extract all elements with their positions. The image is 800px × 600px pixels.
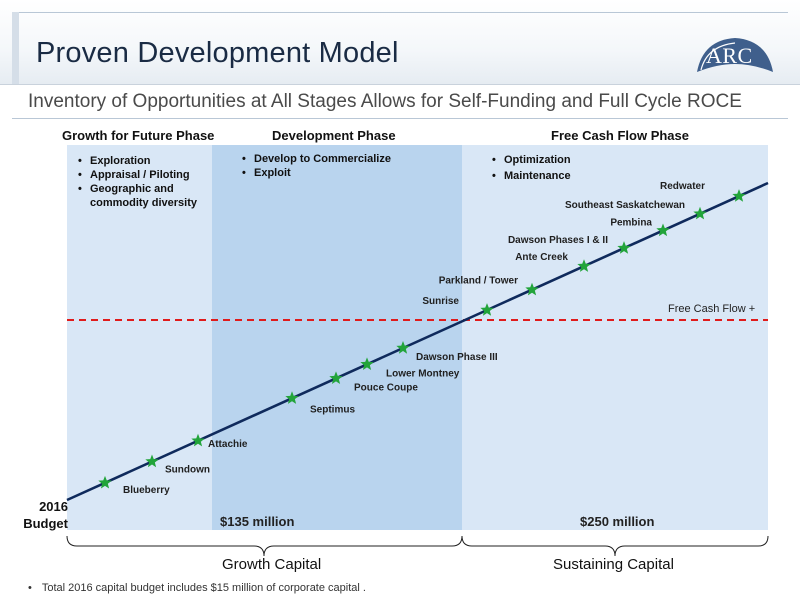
project-labels: Blueberry Sundown Attachie Septimus Pouce Co… bbox=[123, 181, 705, 496]
sustaining-capital-label: Sustaining Capital bbox=[553, 556, 674, 573]
title-banner bbox=[0, 0, 800, 85]
star-icon-sunrise bbox=[480, 303, 494, 316]
project-label-pouce-coupe: Pouce Coupe bbox=[354, 382, 418, 393]
bullet-item: Appraisal / Piloting bbox=[76, 168, 216, 182]
banner-rule bbox=[12, 12, 788, 13]
project-label-dawson-phases-i-ii: Dawson Phases I & II bbox=[508, 235, 608, 246]
bullet-item: Develop to Commercialize bbox=[240, 152, 440, 166]
star-icon-parkland-tower bbox=[525, 282, 539, 296]
project-label-sundown: Sundown bbox=[165, 465, 210, 476]
bullet-item: Maintenance bbox=[490, 168, 690, 184]
star-icon-blueberry bbox=[98, 475, 112, 489]
page-subtitle: Inventory of Opportunities at All Stages… bbox=[28, 91, 742, 112]
phase-development-heading: Development Phase bbox=[272, 128, 396, 143]
subtitle-rule bbox=[12, 118, 788, 119]
star-icon-pembina bbox=[656, 223, 670, 237]
bullet-item: Exploration bbox=[76, 154, 216, 168]
development-trend-line bbox=[66, 181, 769, 502]
star-icon-sundown bbox=[145, 454, 159, 468]
star-icon-southeast-saskatchewan bbox=[693, 206, 707, 220]
project-label-parkland-tower: Parkland / Tower bbox=[439, 276, 518, 287]
phase-free-cash-flow-panel bbox=[462, 145, 768, 530]
bullet-item: Exploit bbox=[240, 166, 440, 180]
growth-amount: $135 million bbox=[220, 514, 295, 529]
page-title: Proven Development Model bbox=[36, 37, 399, 69]
project-label-attachie: Attachie bbox=[208, 439, 248, 450]
project-markers bbox=[98, 189, 746, 489]
bullet-item: Optimization bbox=[490, 152, 690, 168]
phase-free-cash-flow-bullets: Optimization Maintenance bbox=[490, 152, 690, 184]
project-label-blueberry: Blueberry bbox=[123, 485, 170, 496]
phase-development-panel bbox=[212, 145, 462, 530]
project-label-pembina: Pembina bbox=[610, 217, 652, 228]
growth-capital-label: Growth Capital bbox=[222, 556, 322, 573]
budget-label: 2016 Budget bbox=[23, 499, 68, 531]
star-icon-lower-montney bbox=[360, 357, 374, 370]
free-cash-flow-label: Free Cash Flow + bbox=[668, 303, 756, 315]
project-label-southeast-saskatchewan: Southeast Saskatchewan bbox=[565, 200, 685, 211]
phase-development-bullets: Develop to Commercialize Exploit bbox=[240, 152, 440, 180]
footnote-bullet: • bbox=[28, 582, 32, 594]
project-label-lower-montney: Lower Montney bbox=[386, 368, 460, 379]
star-icon-pouce-coupe bbox=[329, 371, 343, 385]
footnote-text: Total 2016 capital budget includes $15 m… bbox=[41, 582, 366, 594]
star-icon-attachie bbox=[191, 433, 205, 447]
banner-accent bbox=[12, 12, 19, 84]
capital-brace bbox=[66, 535, 769, 557]
star-icon-dawson-phase-iii bbox=[396, 341, 410, 354]
phase-free-cash-flow-heading: Free Cash Flow Phase bbox=[551, 128, 689, 143]
star-icon-dawson-phases-i-ii bbox=[617, 241, 631, 254]
project-label-redwater: Redwater bbox=[660, 181, 705, 192]
sustaining-amount: $250 million bbox=[580, 514, 655, 529]
bullet-item: Geographic and commodity diversity bbox=[76, 182, 216, 210]
phase-growth-future-heading: Growth for Future Phase bbox=[62, 128, 215, 143]
logo-text: ARC bbox=[706, 43, 753, 68]
star-icon-septimus bbox=[285, 391, 299, 404]
project-label-sunrise: Sunrise bbox=[422, 296, 459, 307]
project-label-ante-creek: Ante Creek bbox=[515, 252, 568, 263]
star-icon-ante-creek bbox=[577, 259, 591, 272]
footnote: • Total 2016 capital budget includes $15 … bbox=[28, 582, 366, 594]
arc-logo bbox=[697, 38, 773, 72]
project-label-dawson-phase-iii: Dawson Phase III bbox=[416, 352, 498, 363]
project-label-septimus: Septimus bbox=[310, 404, 355, 415]
phase-growth-future-bullets: Exploration Appraisal / Piloting Geograp… bbox=[76, 154, 216, 210]
star-icon-redwater bbox=[732, 189, 746, 202]
